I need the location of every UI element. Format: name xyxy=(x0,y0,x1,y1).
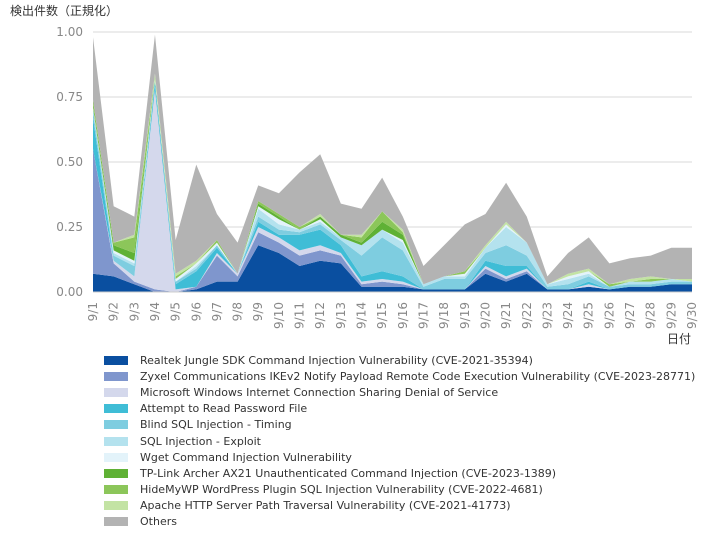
x-tick-label: 9/26 xyxy=(602,302,616,329)
x-tick-label: 9/5 xyxy=(169,302,183,321)
legend-item: HideMyWP WordPress Plugin SQL Injection … xyxy=(104,482,695,498)
legend: Realtek Jungle SDK Command Injection Vul… xyxy=(104,352,695,530)
legend-item: Microsoft Windows Internet Connection Sh… xyxy=(104,384,695,400)
x-tick-label: 9/12 xyxy=(313,302,327,329)
legend-item: TP-Link Archer AX21 Unauthenticated Comm… xyxy=(104,465,695,481)
x-tick-label: 9/10 xyxy=(272,302,286,329)
x-tick-label: 9/11 xyxy=(293,302,307,329)
y-tick-label: 0.50 xyxy=(56,155,83,169)
legend-label: Zyxel Communications IKEv2 Notify Payloa… xyxy=(140,369,696,383)
legend-label: Attempt to Read Password File xyxy=(140,402,308,416)
legend-label: Apache HTTP Server Path Traversal Vulner… xyxy=(140,499,511,513)
legend-label: HideMyWP WordPress Plugin SQL Injection … xyxy=(140,483,543,497)
legend-item: Others xyxy=(104,514,695,530)
y-tick-label: 0.00 xyxy=(56,285,83,299)
x-tick-label: 9/15 xyxy=(375,302,389,329)
legend-label: Microsoft Windows Internet Connection Sh… xyxy=(140,385,499,399)
legend-swatch xyxy=(104,452,128,462)
legend-label: Realtek Jungle SDK Command Injection Vul… xyxy=(140,353,533,367)
legend-item: Blind SQL Injection - Timing xyxy=(104,417,695,433)
legend-swatch xyxy=(104,501,128,511)
x-tick-label: 9/28 xyxy=(644,302,658,329)
area-series-5 xyxy=(93,81,692,290)
legend-label: Blind SQL Injection - Timing xyxy=(140,418,292,432)
legend-swatch xyxy=(104,468,128,478)
x-tick-label: 9/14 xyxy=(355,302,369,329)
x-tick-label: 9/29 xyxy=(664,302,678,329)
legend-item: SQL Injection - Exploit xyxy=(104,433,695,449)
legend-label: TP-Link Archer AX21 Unauthenticated Comm… xyxy=(140,466,557,480)
legend-item: Wget Command Injection Vulnerability xyxy=(104,449,695,465)
x-axis-label: 日付 xyxy=(667,332,691,346)
legend-swatch xyxy=(104,420,128,430)
legend-swatch xyxy=(104,485,128,495)
x-tick-label: 9/13 xyxy=(334,302,348,329)
x-tick-label: 9/27 xyxy=(623,302,637,329)
legend-swatch xyxy=(104,436,128,446)
x-tick-label: 9/16 xyxy=(396,302,410,329)
legend-item: Attempt to Read Password File xyxy=(104,401,695,417)
y-tick-label: 0.75 xyxy=(56,90,83,104)
legend-label: Wget Command Injection Vulnerability xyxy=(140,450,352,464)
legend-item: Apache HTTP Server Path Traversal Vulner… xyxy=(104,498,695,514)
legend-swatch xyxy=(104,387,128,397)
x-tick-label: 9/6 xyxy=(189,302,203,321)
x-tick-label: 9/4 xyxy=(148,302,162,321)
area-series-11 xyxy=(93,34,692,285)
x-tick-label: 9/22 xyxy=(520,302,534,329)
area-series-7 xyxy=(93,78,692,287)
x-tick-label: 9/21 xyxy=(499,302,513,329)
x-tick-label: 9/1 xyxy=(86,302,100,321)
x-tick-label: 9/30 xyxy=(685,302,699,329)
x-tick-label: 9/2 xyxy=(107,302,121,321)
area-series-3 xyxy=(93,89,692,292)
x-tick-label: 9/3 xyxy=(127,302,141,321)
x-tick-label: 9/25 xyxy=(582,302,596,329)
x-tick-label: 9/19 xyxy=(458,302,472,329)
area-series-1 xyxy=(93,245,692,292)
legend-item: Realtek Jungle SDK Command Injection Vul… xyxy=(104,352,695,368)
x-tick-label: 9/18 xyxy=(437,302,451,329)
legend-swatch xyxy=(104,355,128,365)
legend-swatch xyxy=(104,371,128,381)
legend-label: Others xyxy=(140,515,177,529)
legend-item: Zyxel Communications IKEv2 Notify Payloa… xyxy=(104,368,695,384)
legend-swatch xyxy=(104,517,128,527)
x-tick-label: 9/24 xyxy=(561,302,575,329)
x-tick-label: 9/20 xyxy=(478,302,492,329)
x-tick-label: 9/9 xyxy=(251,302,265,321)
legend-swatch xyxy=(104,404,128,414)
x-tick-label: 9/23 xyxy=(540,302,554,329)
x-tick-label: 9/8 xyxy=(231,302,245,321)
x-tick-label: 9/17 xyxy=(416,302,430,329)
stacked-area-chart: 検出件数（正規化） 日付 0.000.250.500.751.009/1 9/2 9… xyxy=(10,3,699,346)
y-axis-label: 検出件数（正規化） xyxy=(10,3,118,18)
y-tick-label: 1.00 xyxy=(56,25,83,39)
area-series-4 xyxy=(93,81,692,290)
x-tick-label: 9/7 xyxy=(210,302,224,321)
legend-label: SQL Injection - Exploit xyxy=(140,434,261,448)
y-tick-label: 0.25 xyxy=(56,220,83,234)
